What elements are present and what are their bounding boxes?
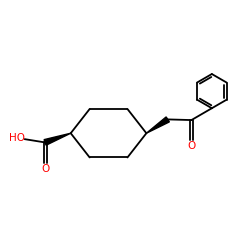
Polygon shape [146, 117, 169, 133]
Text: O: O [187, 142, 196, 152]
Text: HO: HO [10, 133, 26, 143]
Polygon shape [44, 133, 71, 145]
Text: O: O [41, 164, 49, 174]
